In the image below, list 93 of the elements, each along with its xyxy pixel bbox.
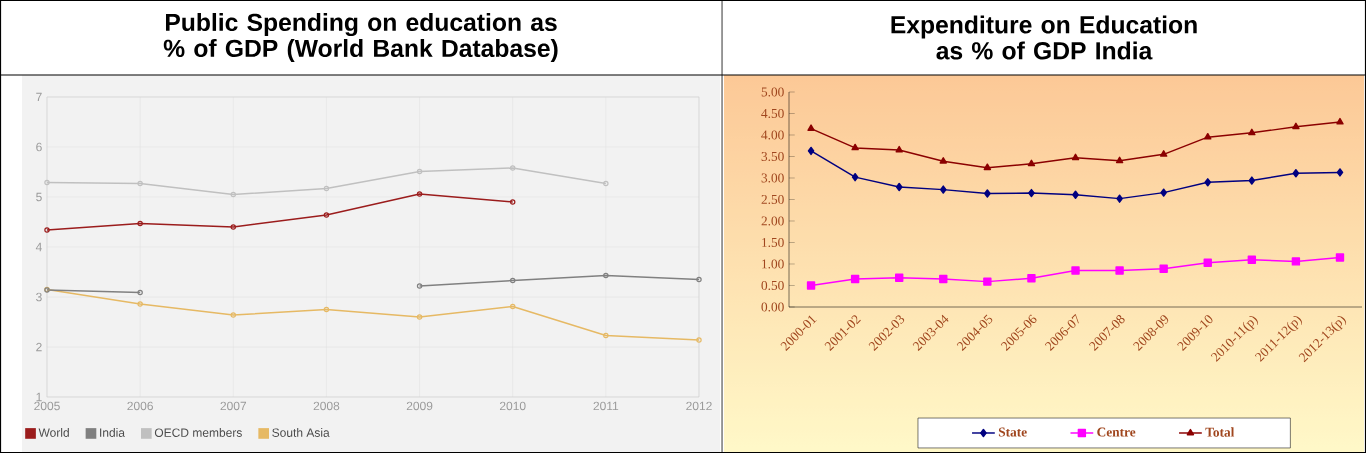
- legend-label: World: [38, 428, 69, 437]
- point: [1203, 258, 1212, 267]
- y-tick-label: 0.00: [761, 302, 784, 312]
- point: [416, 314, 423, 320]
- legend-label: State: [998, 427, 1027, 437]
- point: [230, 312, 237, 318]
- point: [1335, 253, 1345, 262]
- point: [509, 303, 516, 310]
- point: [895, 182, 903, 192]
- point: [137, 220, 143, 227]
- point: [1336, 117, 1344, 125]
- y-tick-label: 6: [36, 142, 42, 152]
- point: [323, 185, 330, 192]
- point: [323, 212, 330, 218]
- point: [1028, 188, 1035, 198]
- point: [1204, 178, 1212, 187]
- point: [895, 273, 904, 282]
- legend-label: Centre: [1097, 427, 1136, 437]
- y-tick-label: 5: [36, 192, 42, 202]
- y-tick-label: 2.50: [761, 194, 784, 205]
- point: [1292, 169, 1300, 178]
- point: [939, 274, 948, 284]
- point: [984, 189, 991, 198]
- x-tick-label: 2005: [34, 401, 60, 411]
- point: [137, 289, 143, 296]
- chart-title: Expenditure on Education as % of GDP India: [891, 15, 1197, 60]
- point: [939, 185, 947, 194]
- y-tick-label: 1: [36, 392, 42, 402]
- point: [1027, 273, 1036, 283]
- point: [230, 191, 237, 198]
- point: [1248, 176, 1256, 185]
- point: [1027, 159, 1036, 167]
- point: [416, 191, 423, 197]
- legend-label: OECD members: [154, 428, 242, 437]
- point: [1071, 266, 1080, 275]
- point: [137, 301, 143, 307]
- x-tick-label: 2011: [593, 401, 619, 411]
- y-tick-label: 2.00: [761, 216, 784, 226]
- point: [983, 163, 992, 171]
- y-tick-label: 1.00: [762, 259, 784, 269]
- point: [851, 172, 859, 182]
- point: [806, 281, 816, 290]
- point: [983, 277, 992, 286]
- y-tick-label: 7: [36, 92, 42, 102]
- point: [416, 283, 423, 289]
- y-tick-label: 4: [35, 242, 42, 252]
- x-tick-label: 2010: [499, 401, 526, 411]
- chart-title: Public Spending on education as % of GDP (World Bank Database): [163, 12, 558, 62]
- x-tick-label: 2007: [220, 401, 247, 411]
- point: [895, 145, 903, 153]
- point: [1160, 188, 1168, 197]
- point: [1072, 190, 1079, 199]
- legend-label: India: [100, 428, 125, 437]
- x-tick-label: 2008: [313, 401, 340, 411]
- point: [1115, 266, 1124, 275]
- point: [807, 124, 815, 132]
- y-tick-label: 0.50: [761, 280, 784, 291]
- point: [850, 274, 860, 284]
- legend-label: Total: [1205, 427, 1235, 437]
- point: [1292, 122, 1300, 130]
- point: [603, 272, 609, 279]
- point: [416, 168, 423, 175]
- point: [1159, 150, 1168, 157]
- y-tick-label: 4.50: [761, 108, 784, 119]
- point: [509, 277, 516, 284]
- point: [1248, 128, 1256, 136]
- point: [1291, 257, 1301, 266]
- point: [807, 146, 815, 156]
- y-tick-label: 3.50: [761, 151, 784, 162]
- y-tick-label: 2: [36, 342, 42, 352]
- point: [939, 157, 948, 164]
- x-tick-label: 2009: [406, 401, 433, 411]
- point: [1115, 156, 1124, 164]
- point: [1071, 153, 1080, 161]
- legend-label: South Asia: [272, 428, 330, 437]
- y-tick-label: 3: [36, 292, 42, 302]
- y-tick-label: 3.00: [761, 173, 784, 183]
- point: [1204, 132, 1212, 140]
- x-tick-label: 2006: [127, 401, 153, 411]
- point: [230, 224, 237, 230]
- x-tick-label: 2012: [686, 401, 712, 411]
- point: [137, 180, 143, 187]
- point: [603, 332, 609, 339]
- y-tick-label: 5.00: [761, 87, 784, 97]
- y-tick-label: 1.50: [762, 237, 784, 248]
- point: [1336, 168, 1344, 177]
- y-tick-label: 4.00: [761, 130, 784, 140]
- point: [1247, 255, 1257, 264]
- point: [851, 143, 859, 151]
- point: [323, 306, 330, 313]
- point: [509, 165, 516, 171]
- point: [1159, 264, 1168, 273]
- point: [1116, 194, 1123, 203]
